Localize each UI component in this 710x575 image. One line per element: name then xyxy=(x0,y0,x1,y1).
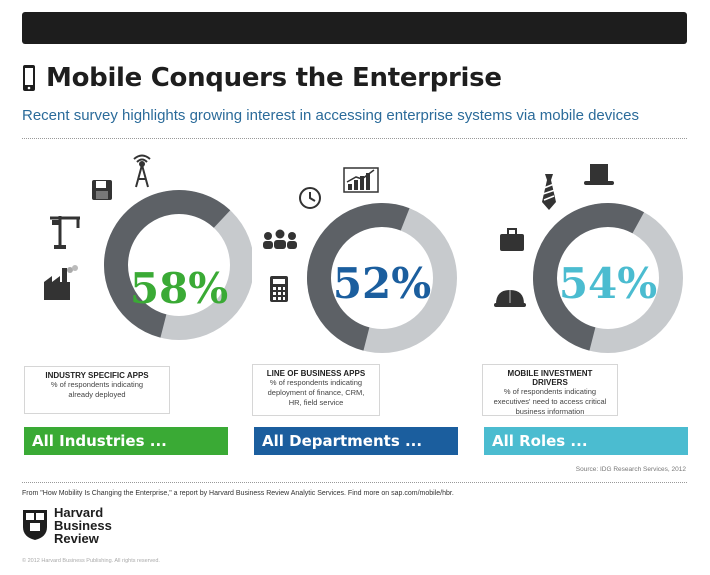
caption-line: deployment of finance, CRM, xyxy=(267,388,365,397)
donut-chart-departments xyxy=(263,167,457,353)
panel-departments: 52% LINE OF BUSINESS APPS % of responden… xyxy=(252,150,482,460)
page-title: Mobile Conquers the Enterprise xyxy=(46,63,502,93)
top-banner xyxy=(22,12,687,44)
caption-title: INDUSTRY SPECIFIC APPS xyxy=(45,371,149,380)
donut-fill xyxy=(533,203,645,351)
caption-line: executives' need to access critical xyxy=(493,397,607,406)
percent-value: 52% xyxy=(332,259,432,308)
top-hat-icon xyxy=(584,164,614,185)
hbr-line: Review xyxy=(54,530,99,546)
bar-chart-icon xyxy=(343,167,379,193)
caption-line: % of respondents indicating xyxy=(50,380,144,389)
source-note: Source: IDG Research Services, 2012 xyxy=(575,466,686,473)
panel-roles: 54% MOBILE INVESTMENT DRIVERS % of respo… xyxy=(482,150,710,460)
bar-all-industries: All Industries ... xyxy=(24,427,228,455)
briefcase-icon xyxy=(500,228,524,251)
tie-icon xyxy=(542,174,556,210)
percent-value: 54% xyxy=(558,259,658,308)
clock-icon xyxy=(299,187,321,209)
percent-value: 58% xyxy=(129,264,229,313)
hbr-line: Harvard xyxy=(54,504,104,520)
calculator-icon xyxy=(270,276,288,302)
caption-box: INDUSTRY SPECIFIC APPS % of respondents … xyxy=(24,366,170,414)
caption-line: business information xyxy=(515,407,585,416)
floppy-disk-icon xyxy=(92,180,112,200)
bar-all-departments: All Departments ... xyxy=(254,427,458,455)
divider-bottom xyxy=(22,482,687,483)
footnote: From "How Mobility Is Changing the Enter… xyxy=(22,490,454,497)
page-subtitle: Recent survey highlights growing interes… xyxy=(22,107,639,124)
caption-title: LINE OF BUSINESS APPS xyxy=(266,369,366,378)
hard-hat-icon xyxy=(494,290,526,307)
hbr-logo: Harvard Business Review xyxy=(22,505,112,545)
caption-box: LINE OF BUSINESS APPS % of respondents i… xyxy=(252,364,380,416)
hbr-wordmark: Harvard Business Review xyxy=(54,506,112,545)
donut-fill xyxy=(307,203,410,351)
antenna-icon xyxy=(133,154,151,188)
panel-industries: 58% INDUSTRY SPECIFIC APPS % of responde… xyxy=(22,150,252,460)
bar-all-roles: All Roles ... xyxy=(484,427,688,455)
factory-icon xyxy=(44,265,78,300)
caption-line: % of respondents indicating xyxy=(269,378,363,387)
donut-fill xyxy=(104,190,231,338)
title-row: Mobile Conquers the Enterprise xyxy=(22,58,502,98)
caption-title: MOBILE INVESTMENT DRIVERS xyxy=(507,369,593,387)
crane-icon xyxy=(50,216,80,249)
divider-top xyxy=(22,138,687,139)
caption-box: MOBILE INVESTMENT DRIVERS % of responden… xyxy=(482,364,618,416)
hbr-line: Business xyxy=(54,517,112,533)
people-icon xyxy=(263,229,297,249)
copyright: © 2012 Harvard Business Publishing. All … xyxy=(22,558,160,564)
caption-line: already deployed xyxy=(68,390,126,399)
donut-chart-roles xyxy=(494,164,683,353)
mobile-phone-icon xyxy=(23,65,35,91)
donut-chart-industries xyxy=(44,154,252,340)
caption-line: % of respondents indicating xyxy=(503,387,597,396)
hbr-shield-icon xyxy=(23,510,47,540)
caption-line: HR, field service xyxy=(288,398,344,407)
